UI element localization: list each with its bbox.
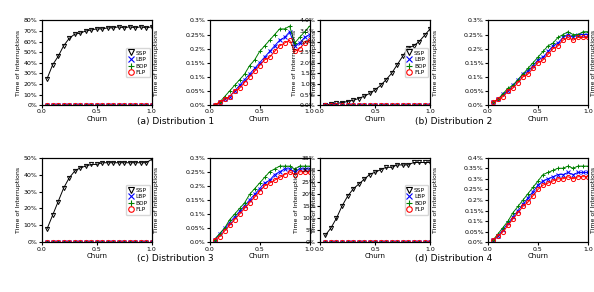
Y-axis label: Time of Interruptions: Time of Interruptions	[16, 30, 21, 96]
Y-axis label: Time of Interruptions: Time of Interruptions	[292, 30, 297, 96]
Y-axis label: Time of Interruptions: Time of Interruptions	[312, 167, 317, 233]
Y-axis label: Time of Interruptions: Time of Interruptions	[433, 167, 438, 233]
Y-axis label: Time of Interruptions: Time of Interruptions	[591, 167, 594, 233]
X-axis label: Churn: Churn	[527, 116, 548, 122]
Legend: SSP, LBP, BDP, FLP: SSP, LBP, BDP, FLP	[405, 185, 428, 215]
Y-axis label: Time of Interruptions: Time of Interruptions	[294, 167, 299, 233]
X-axis label: Churn: Churn	[86, 116, 107, 122]
Text: (d) Distribution 4: (d) Distribution 4	[415, 254, 492, 263]
X-axis label: Churn: Churn	[249, 253, 270, 259]
X-axis label: Churn: Churn	[527, 253, 548, 259]
X-axis label: Churn: Churn	[365, 116, 386, 122]
Y-axis label: Time of Interruptions: Time of Interruptions	[312, 30, 317, 96]
Y-axis label: Time of Interruptions: Time of Interruptions	[433, 30, 438, 96]
Y-axis label: Time of Interruptions: Time of Interruptions	[154, 167, 160, 233]
X-axis label: Churn: Churn	[86, 253, 107, 259]
X-axis label: Churn: Churn	[249, 116, 270, 122]
Legend: SSP, LBP, BDP, FLP: SSP, LBP, BDP, FLP	[126, 185, 150, 215]
Y-axis label: Time of Interruptions: Time of Interruptions	[16, 167, 21, 233]
Text: (a) Distribution 1: (a) Distribution 1	[137, 117, 214, 126]
Y-axis label: Time of Interruptions: Time of Interruptions	[591, 30, 594, 96]
Legend: SSP, LBP, BDP, FLP: SSP, LBP, BDP, FLP	[405, 48, 428, 77]
Y-axis label: Time of Interruptions: Time of Interruptions	[154, 30, 160, 96]
Text: (b) Distribution 2: (b) Distribution 2	[415, 117, 492, 126]
X-axis label: Churn: Churn	[365, 253, 386, 259]
Text: (c) Distribution 3: (c) Distribution 3	[137, 254, 214, 263]
Legend: SSP, LBP, BDP, FLP: SSP, LBP, BDP, FLP	[126, 48, 150, 77]
